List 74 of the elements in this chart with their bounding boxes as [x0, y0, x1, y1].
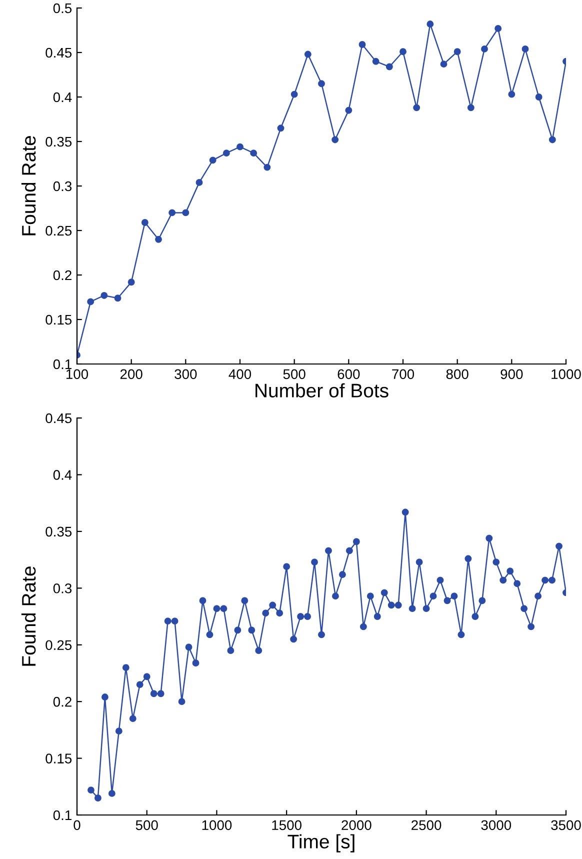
y-tick-label: 0.45 [46, 413, 72, 424]
y-tick-label: 0.25 [46, 640, 72, 650]
point [454, 48, 461, 56]
point [87, 298, 94, 306]
x-tick-label: 400 [228, 369, 252, 380]
point [114, 294, 122, 302]
y-tick-label: 0.15 [46, 314, 72, 325]
point [481, 45, 488, 52]
y-axis-title: Found Rate [21, 136, 36, 236]
point [467, 104, 474, 112]
point [522, 45, 529, 52]
point [141, 219, 148, 226]
point [236, 143, 244, 150]
y-tick-label: 0.5 [53, 3, 72, 14]
x-tick-label: 900 [500, 369, 523, 380]
x-tick-label: 0 [74, 820, 80, 830]
y-tick-label: 0.2 [53, 270, 72, 280]
x-tick-label: 1000 [552, 369, 581, 380]
x-tick-label: 600 [338, 369, 360, 380]
y-tick-label: 0.3 [53, 181, 72, 192]
point [196, 178, 203, 186]
point [358, 41, 366, 48]
point [372, 58, 380, 65]
point [508, 90, 516, 98]
x-axis-title: Number of Bots [256, 383, 388, 398]
x-tick-label: 500 [283, 369, 306, 380]
x-tick-label: 100 [66, 369, 88, 380]
x-tick-label: 3000 [481, 820, 512, 830]
y-tick-label: 0.35 [46, 136, 72, 147]
point [222, 150, 230, 157]
point [264, 164, 271, 171]
point [128, 278, 135, 286]
y-tick-label: 0.15 [46, 754, 72, 764]
y-tick-label: 0.4 [53, 92, 72, 102]
point [426, 20, 434, 28]
point [290, 90, 298, 98]
x-tick-label: 700 [392, 369, 414, 380]
x-tick-label: 300 [174, 369, 197, 380]
y-tick-label: 0.45 [46, 48, 72, 58]
point [386, 63, 393, 70]
x-tick-label: 500 [136, 820, 158, 830]
x-tick-label: 800 [446, 369, 468, 380]
y-tick-label: 0.35 [46, 526, 72, 537]
y-tick-label: 0.1 [53, 359, 72, 370]
point [345, 106, 352, 114]
point [100, 292, 108, 299]
y-tick-label: 0.25 [46, 226, 72, 236]
point [413, 104, 420, 112]
x-tick-label: 1500 [272, 820, 302, 830]
point [155, 236, 162, 243]
x-tick-label: 200 [120, 369, 142, 380]
point [277, 124, 284, 132]
point [304, 50, 312, 58]
point [182, 209, 190, 216]
point [209, 156, 216, 164]
y-tick-label: 0.4 [53, 470, 72, 480]
y-tick-label: 0.1 [53, 810, 72, 820]
x-tick-label: 1000 [202, 820, 232, 830]
point [535, 94, 542, 100]
point [494, 24, 502, 32]
point [548, 136, 556, 144]
point [400, 48, 406, 56]
x-axis-title: Time [s] [288, 834, 354, 852]
point [250, 150, 258, 157]
x-tick-label: 3500 [551, 820, 581, 830]
x-tick-label: 2000 [342, 820, 372, 830]
x-tick-label: 2500 [412, 820, 442, 830]
point [168, 209, 176, 216]
y-tick-label: 0.3 [53, 583, 72, 594]
point [318, 80, 325, 88]
y-tick-label: 0.2 [53, 696, 72, 707]
point [332, 136, 339, 144]
y-axis-title: Found Rate [21, 566, 36, 666]
point [440, 60, 448, 68]
